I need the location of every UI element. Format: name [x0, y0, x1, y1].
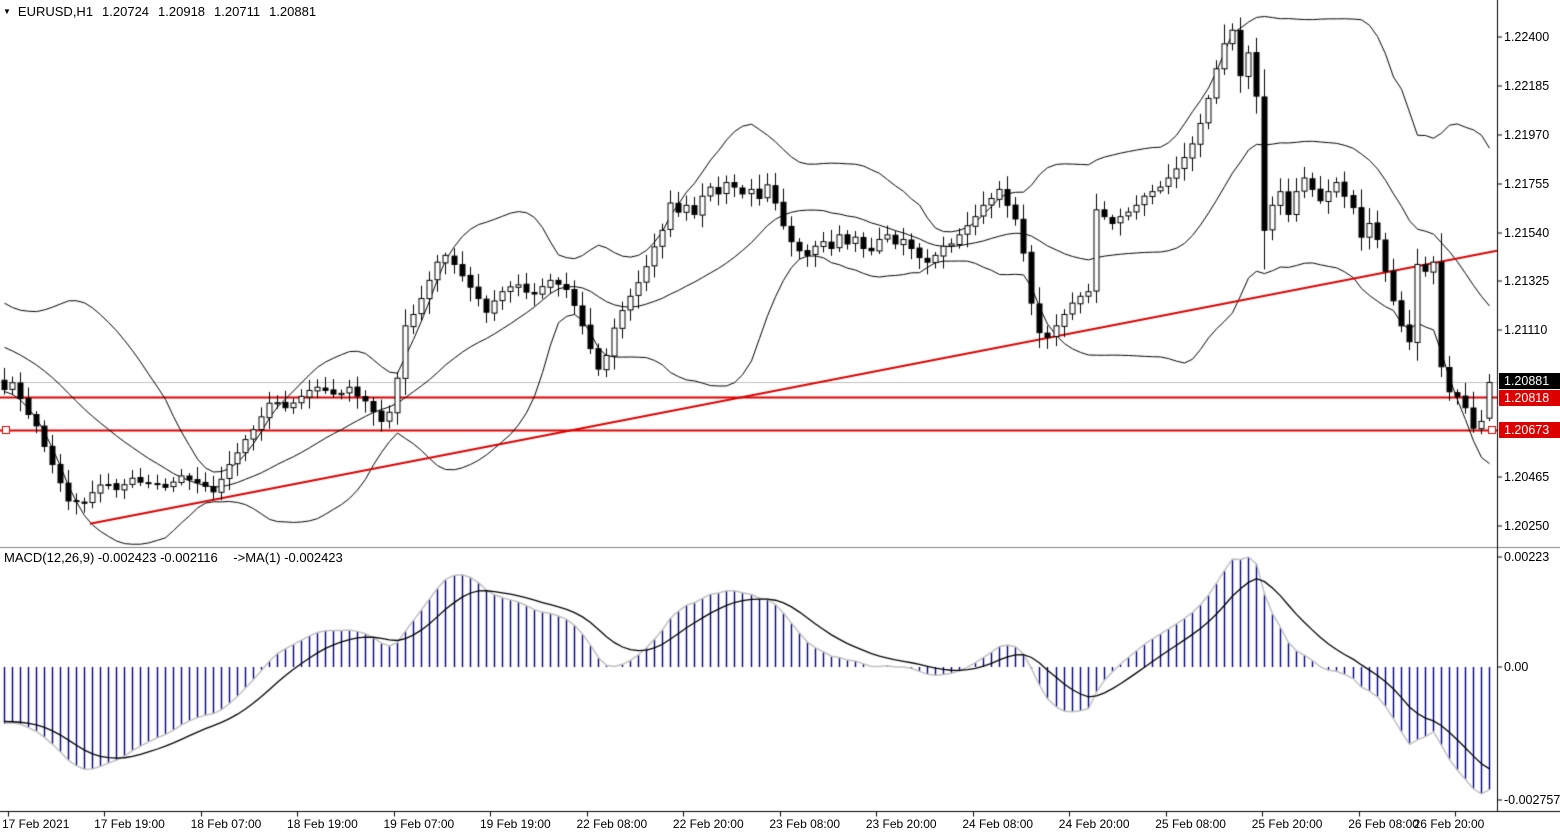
time-tick-label: 18 Feb 19:00	[287, 817, 358, 831]
macd-values: MACD(12,26,9) -0.002423 -0.002116	[4, 550, 218, 565]
time-tick-label: 25 Feb 08:00	[1155, 817, 1226, 831]
symbol-timeframe: EURUSD,H1	[17, 4, 94, 19]
time-tick-label: 19 Feb 19:00	[479, 817, 551, 831]
time-tick-label: 22 Feb 20:00	[672, 817, 744, 831]
macd-tick-label: 0.00223	[1504, 550, 1550, 564]
time-tick-label: 19 Feb 07:00	[383, 817, 455, 831]
price-tick-label: 1.21325	[1504, 274, 1550, 289]
time-tick-label: 17 Feb 19:00	[94, 817, 165, 831]
bar-open-value: 1.20724	[102, 4, 150, 19]
price-tick-label: 1.22185	[1504, 78, 1550, 93]
price-tick-label: 1.20250	[1504, 518, 1550, 533]
macd-tick-label: -0.002757	[1504, 793, 1560, 807]
price-tick-label: 1.21110	[1504, 323, 1548, 338]
bar-close-value: 1.20881	[269, 4, 317, 19]
macd-ma-value: ->MA(1) -0.002423	[233, 550, 343, 565]
hline-price-badge: 1.20818	[1499, 390, 1560, 407]
time-tick-label: 23 Feb 08:00	[769, 817, 841, 831]
symbol-dropdown-icon: ▼	[3, 6, 11, 16]
price-tick-label: 1.22400	[1504, 30, 1550, 44]
price-tick-label: 1.21540	[1504, 225, 1550, 240]
bar-low-value: 1.20711	[214, 4, 261, 19]
current-price-badge: 1.20881	[1499, 372, 1560, 389]
price-tick-label: 1.21970	[1504, 127, 1550, 142]
macd-tick-label: 0.00	[1504, 660, 1529, 674]
macd-indicator-label: MACD(12,26,9) -0.002423 -0.002116 ->MA(1…	[4, 550, 343, 565]
price-tick-label: 1.21755	[1504, 176, 1550, 191]
time-tick-label: 26 Feb 20:00	[1413, 817, 1485, 831]
price-tick-label: 1.20465	[1504, 470, 1550, 485]
time-tick-label: 17 Feb 2021	[2, 817, 70, 831]
chart-title: ▼ EURUSD,H1 1.20724 1.20918 1.20711 1.20…	[3, 4, 316, 19]
time-tick-label: 22 Feb 08:00	[576, 817, 648, 831]
time-tick-label: 23 Feb 20:00	[865, 817, 937, 831]
time-tick-label: 26 Feb 08:00	[1348, 817, 1419, 831]
bar-high-value: 1.20918	[158, 4, 206, 19]
time-tick-label: 25 Feb 20:00	[1251, 817, 1323, 831]
time-tick-label: 24 Feb 08:00	[962, 817, 1034, 831]
time-tick-label: 18 Feb 07:00	[190, 817, 262, 831]
time-tick-label: 24 Feb 20:00	[1058, 817, 1130, 831]
hline-price-badge: 1.20673	[1499, 421, 1560, 438]
